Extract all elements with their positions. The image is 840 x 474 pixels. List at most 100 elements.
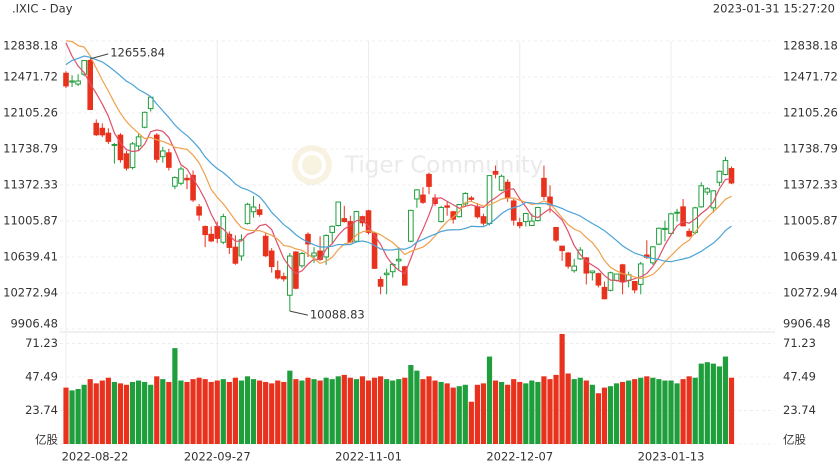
candle-body (668, 213, 674, 234)
volume-bar (620, 381, 626, 444)
y-tick-label: 12471.72 (3, 69, 58, 83)
candle-body (601, 286, 608, 300)
volume-bar (698, 363, 704, 444)
volume-bar (166, 381, 172, 444)
candle-body (662, 227, 668, 230)
candle-body (402, 266, 408, 286)
volume-bar (214, 380, 220, 444)
volume-bar (492, 380, 499, 444)
volume-bar (577, 377, 583, 444)
candle-body (196, 206, 202, 216)
candle-body (214, 225, 221, 239)
volume-bar (414, 370, 420, 444)
candle-body (559, 245, 565, 252)
candle-body (226, 233, 233, 248)
volume-bar (523, 383, 529, 444)
candle-body (710, 190, 717, 209)
candle-body (117, 134, 124, 161)
volume-bar (396, 379, 402, 444)
candle-body (565, 252, 571, 267)
volume-bar (668, 380, 674, 444)
volume-bar (632, 379, 638, 444)
candle-body (311, 252, 317, 257)
volume-bar (371, 377, 378, 444)
volume-bar (353, 379, 359, 444)
volume-bar (728, 377, 735, 444)
candle-body (160, 150, 166, 158)
candle-body (468, 197, 475, 200)
candle-body (613, 273, 620, 282)
volume-bar (662, 380, 668, 444)
volume-bar (553, 374, 559, 444)
candle-body (408, 209, 414, 242)
candle-body (571, 265, 578, 272)
ma-line (65, 42, 732, 284)
candle-body (686, 230, 692, 237)
candle-body (420, 194, 426, 203)
candle-body (256, 209, 263, 215)
volume-bar (172, 348, 178, 444)
candle-body (480, 216, 487, 224)
volume-bar (390, 380, 396, 444)
candle-body (371, 232, 378, 269)
candle-body (232, 246, 239, 264)
candle-body (516, 222, 523, 227)
candle-body (377, 279, 384, 287)
y-tick-label: 10639.41 (3, 249, 58, 263)
candle-body (462, 192, 469, 205)
volume-bar (317, 380, 323, 444)
ma-line (65, 40, 732, 280)
volume-bar (565, 373, 571, 444)
candle-body (335, 201, 342, 227)
x-tick-label: 2022-08-22 (62, 450, 129, 464)
x-tick-label: 2022-11-01 (335, 450, 402, 464)
chart-title: .IXIC - Day (12, 2, 73, 16)
volume-bar (87, 379, 93, 444)
candle-body (268, 250, 275, 268)
volume-bar (111, 381, 117, 444)
candle-body (637, 263, 644, 285)
volume-bar (378, 376, 384, 444)
volume-bar (335, 376, 341, 444)
volume-bar (716, 366, 722, 444)
volume-bar (480, 383, 487, 444)
volume-bar (226, 381, 232, 444)
volume-bar (148, 384, 154, 444)
volume-tick-label: 亿股 (35, 433, 58, 447)
candle-body (595, 273, 602, 286)
volume-bar (365, 380, 372, 444)
volume-bar (517, 381, 523, 444)
high-label: 12655.84 (110, 45, 165, 59)
candle-body (583, 257, 590, 274)
volume-bar (408, 365, 414, 444)
volume-bar (674, 383, 680, 444)
y-tick-label-right: 11738.79 (783, 142, 838, 156)
volume-bar (105, 377, 111, 444)
candle-body (523, 213, 529, 223)
volume-bar (704, 362, 710, 444)
candle-body (444, 205, 450, 208)
volume-bar (680, 379, 686, 444)
candle-body (631, 281, 638, 291)
candle-body (553, 226, 559, 241)
volume-bar (293, 379, 299, 444)
volume-bar (710, 363, 716, 444)
volume-bar (190, 379, 196, 444)
y-tick-label-right: 12105.26 (783, 105, 838, 119)
watermark: Tiger Community (292, 145, 543, 185)
volume-bar (595, 393, 601, 444)
candle-body (426, 173, 432, 187)
candle-body (250, 206, 257, 213)
y-tick-label: 12105.26 (3, 105, 58, 119)
volume-bar (426, 376, 432, 444)
volume-bar (650, 377, 656, 444)
x-tick-label: 2022-09-27 (184, 450, 251, 464)
volume-bar (438, 381, 444, 444)
volume-bar (184, 381, 190, 444)
volume-bar (142, 381, 148, 444)
volume-tick-label: 71.23 (25, 336, 58, 350)
candle-body (274, 270, 281, 279)
volume-bar (432, 380, 438, 444)
candle-body (69, 80, 75, 83)
volume-bar (656, 379, 662, 444)
